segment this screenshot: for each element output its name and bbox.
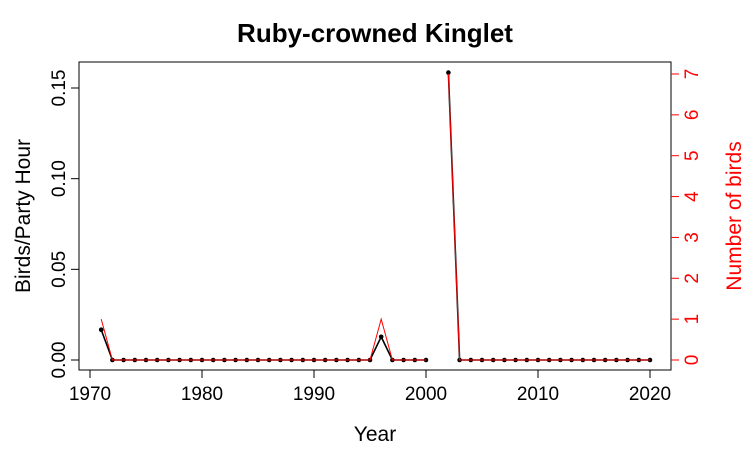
x-axis: 1970 1980 1990 2000 2010 2020 (69, 370, 671, 405)
y-tick-label: 0.00 (49, 342, 70, 379)
y2-tick-label: 6 (682, 110, 703, 121)
x-tick-label: 2000 (405, 384, 447, 405)
y2-tick-label: 1 (682, 314, 703, 325)
series-birds-per-party-hour (98, 70, 653, 363)
x-tick-label: 1980 (181, 384, 223, 405)
y-tick-label: 0.15 (49, 70, 70, 107)
y2-axis-label: Number of birds (723, 141, 746, 290)
series-number-of-birds (100, 73, 650, 361)
y-axis: 0.00 0.05 0.10 0.15 (49, 70, 79, 379)
series-line-birds-per-party-hour (100, 72, 650, 361)
y2-tick-label: 7 (682, 69, 703, 80)
data-point (98, 327, 104, 333)
y2-tick-label: 5 (682, 150, 703, 161)
data-point (378, 334, 384, 340)
y-tick-label: 0.05 (49, 251, 70, 288)
chart-title: Ruby-crowned Kinglet (237, 18, 513, 48)
y2-tick-label: 0 (682, 355, 703, 366)
y-axis-label: Birds/Party Hour (12, 139, 35, 293)
y2-axis: 0 1 2 3 4 5 6 7 (671, 69, 703, 366)
y2-tick-label: 3 (682, 232, 703, 243)
x-tick-label: 2010 (517, 384, 559, 405)
x-axis-label: Year (354, 423, 396, 446)
plot-frame (78, 61, 672, 371)
x-tick-label: 1970 (69, 384, 111, 405)
x-tick-label: 1990 (293, 384, 335, 405)
data-point (446, 70, 451, 75)
y-tick-label: 0.10 (49, 160, 70, 197)
y2-tick-label: 4 (682, 191, 703, 202)
y2-tick-label: 2 (682, 273, 703, 284)
series-line-number-of-birds (100, 73, 650, 361)
x-tick-label: 2020 (629, 384, 671, 405)
